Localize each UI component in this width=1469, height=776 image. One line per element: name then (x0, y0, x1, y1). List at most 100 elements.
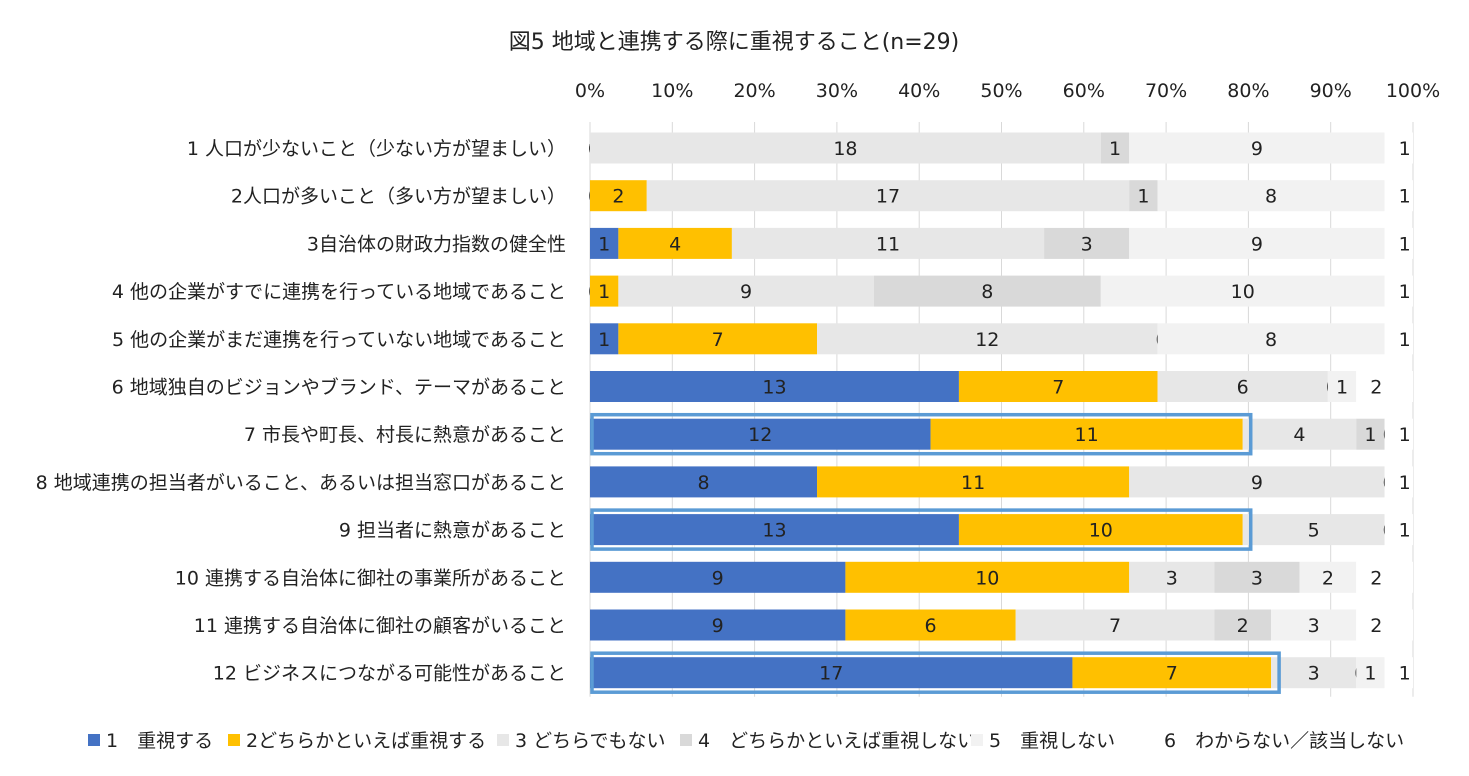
data-label: 9 (1251, 138, 1263, 160)
bar-segment-s2 (590, 275, 619, 307)
data-label: 11 (961, 472, 985, 494)
data-label: 2 (1370, 615, 1382, 637)
bar-segment-s1 (590, 323, 619, 355)
x-tick-label: 0% (575, 80, 605, 102)
category-label: 12 ビジネスにつながる可能性があること (213, 663, 566, 685)
legend-swatch-s1 (88, 734, 100, 746)
bar-segment-s6 (1384, 132, 1413, 164)
bar-segment-s3 (1157, 371, 1328, 402)
bar-segment-s6 (1356, 561, 1413, 593)
bar-segment-s2 (618, 323, 818, 355)
bar-segment-s5 (1157, 180, 1385, 212)
data-label: 3 (1166, 567, 1178, 589)
data-label: 3 (1308, 663, 1320, 685)
bar-segment-s3 (590, 132, 1101, 164)
bar-segment-s3 (1242, 514, 1385, 546)
data-label: 1 (1399, 233, 1411, 255)
data-label: 10 (975, 567, 999, 589)
bar-segment-s6 (1356, 609, 1413, 641)
bar-segment-s4 (1100, 132, 1130, 164)
data-label: 2 (1322, 567, 1334, 589)
data-label: 2 (1237, 615, 1249, 637)
category-label: 6 地域独自のビジョンやブランド、テーマがあること (112, 376, 566, 399)
bar-segment-s5 (1100, 275, 1385, 307)
bar-segment-s2 (930, 418, 1243, 450)
data-label: 1 (1399, 472, 1411, 494)
x-tick-label: 80% (1227, 80, 1269, 102)
legend-label-s3: 3 どちらでもない (515, 730, 666, 752)
data-label: 13 (762, 520, 786, 542)
bar-segment-s6 (1384, 323, 1413, 355)
data-label: 12 (975, 329, 999, 351)
x-tick-label: 20% (733, 80, 775, 102)
bar-segment-s6 (1384, 657, 1413, 689)
data-label: 9 (1251, 472, 1263, 494)
bar-segment-s2 (618, 227, 732, 259)
x-tick-label: 60% (1063, 80, 1105, 102)
data-label: 2 (1370, 567, 1382, 589)
category-label: 8 地域連携の担当者がいること、あるいは担当窓口があること (36, 472, 566, 494)
bar-segment-s5 (1327, 371, 1357, 402)
data-label: 2 (1370, 377, 1382, 399)
highlight-box (590, 508, 1253, 551)
bar-segment-s2 (845, 561, 1130, 593)
highlight-box (590, 651, 1281, 694)
bar-segment-s3 (1015, 609, 1215, 641)
legend-swatch-s6 (1145, 733, 1159, 747)
bar-segment-s2 (1072, 657, 1272, 689)
data-label: 6 (925, 615, 937, 637)
data-label: 7 (712, 329, 724, 351)
bar-segment-s2 (958, 371, 1158, 402)
data-label: 7 (1052, 377, 1064, 399)
category-label: 2人口が多いこと（多い方が望ましい） (231, 186, 566, 208)
x-tick-label: 90% (1310, 80, 1352, 102)
bar-segment-s3 (817, 323, 1158, 355)
bar-segment-s3 (1129, 561, 1215, 593)
data-label: 10 (1089, 520, 1113, 542)
data-label: 1 (1399, 663, 1411, 685)
bar-segment-s3 (1242, 418, 1357, 450)
bar-segment-s1 (590, 514, 959, 546)
data-label: 4 (669, 233, 681, 255)
bar-segment-s5 (1129, 132, 1385, 164)
category-label: 9 担当者に熱意があること (339, 520, 566, 542)
category-label: 7 市長や町長、村長に熱意があること (244, 424, 566, 446)
data-label: 7 (1166, 663, 1178, 685)
category-label: 11 連携する自治体に御社の顧客がいること (194, 615, 566, 637)
data-label: 9 (740, 281, 752, 303)
highlight-box (590, 412, 1253, 456)
data-label: 8 (981, 281, 993, 303)
bar-segment-s2 (817, 466, 1130, 498)
bar-segment-s1 (590, 227, 619, 259)
legend-label-s5: 5 重視しない (989, 730, 1115, 752)
legend-swatch-s4 (680, 734, 692, 746)
bar-segment-s5 (1299, 561, 1357, 593)
bar-segment-s1 (590, 371, 959, 402)
data-label: 8 (1265, 186, 1277, 208)
bar-segment-s3 (646, 180, 1130, 212)
legend-label-s1: 1 重視する (106, 730, 213, 752)
data-label: 9 (712, 615, 724, 637)
data-label: 1 (598, 281, 610, 303)
data-label: 7 (1109, 615, 1121, 637)
data-label: 8 (1265, 329, 1277, 351)
data-label: 3 (1081, 233, 1093, 255)
bar-segment-s6 (1384, 275, 1413, 307)
bar-segment-s4 (1214, 609, 1272, 641)
bar-segment-s2 (845, 609, 1016, 641)
legend-swatch-s3 (497, 734, 509, 746)
x-tick-label: 30% (816, 80, 858, 102)
data-label: 3 (1251, 567, 1263, 589)
data-label: 1 (1336, 377, 1348, 399)
bar-segment-s6 (1384, 418, 1413, 450)
bar-segment-s6 (1384, 514, 1413, 546)
data-label: 17 (819, 663, 843, 685)
bar-segment-s4 (1129, 180, 1158, 212)
data-label: 9 (712, 567, 724, 589)
data-label: 1 (1364, 663, 1376, 685)
x-tick-label: 70% (1145, 80, 1187, 102)
data-label: 4 (1293, 424, 1305, 446)
bar-segment-s3 (1129, 466, 1385, 498)
